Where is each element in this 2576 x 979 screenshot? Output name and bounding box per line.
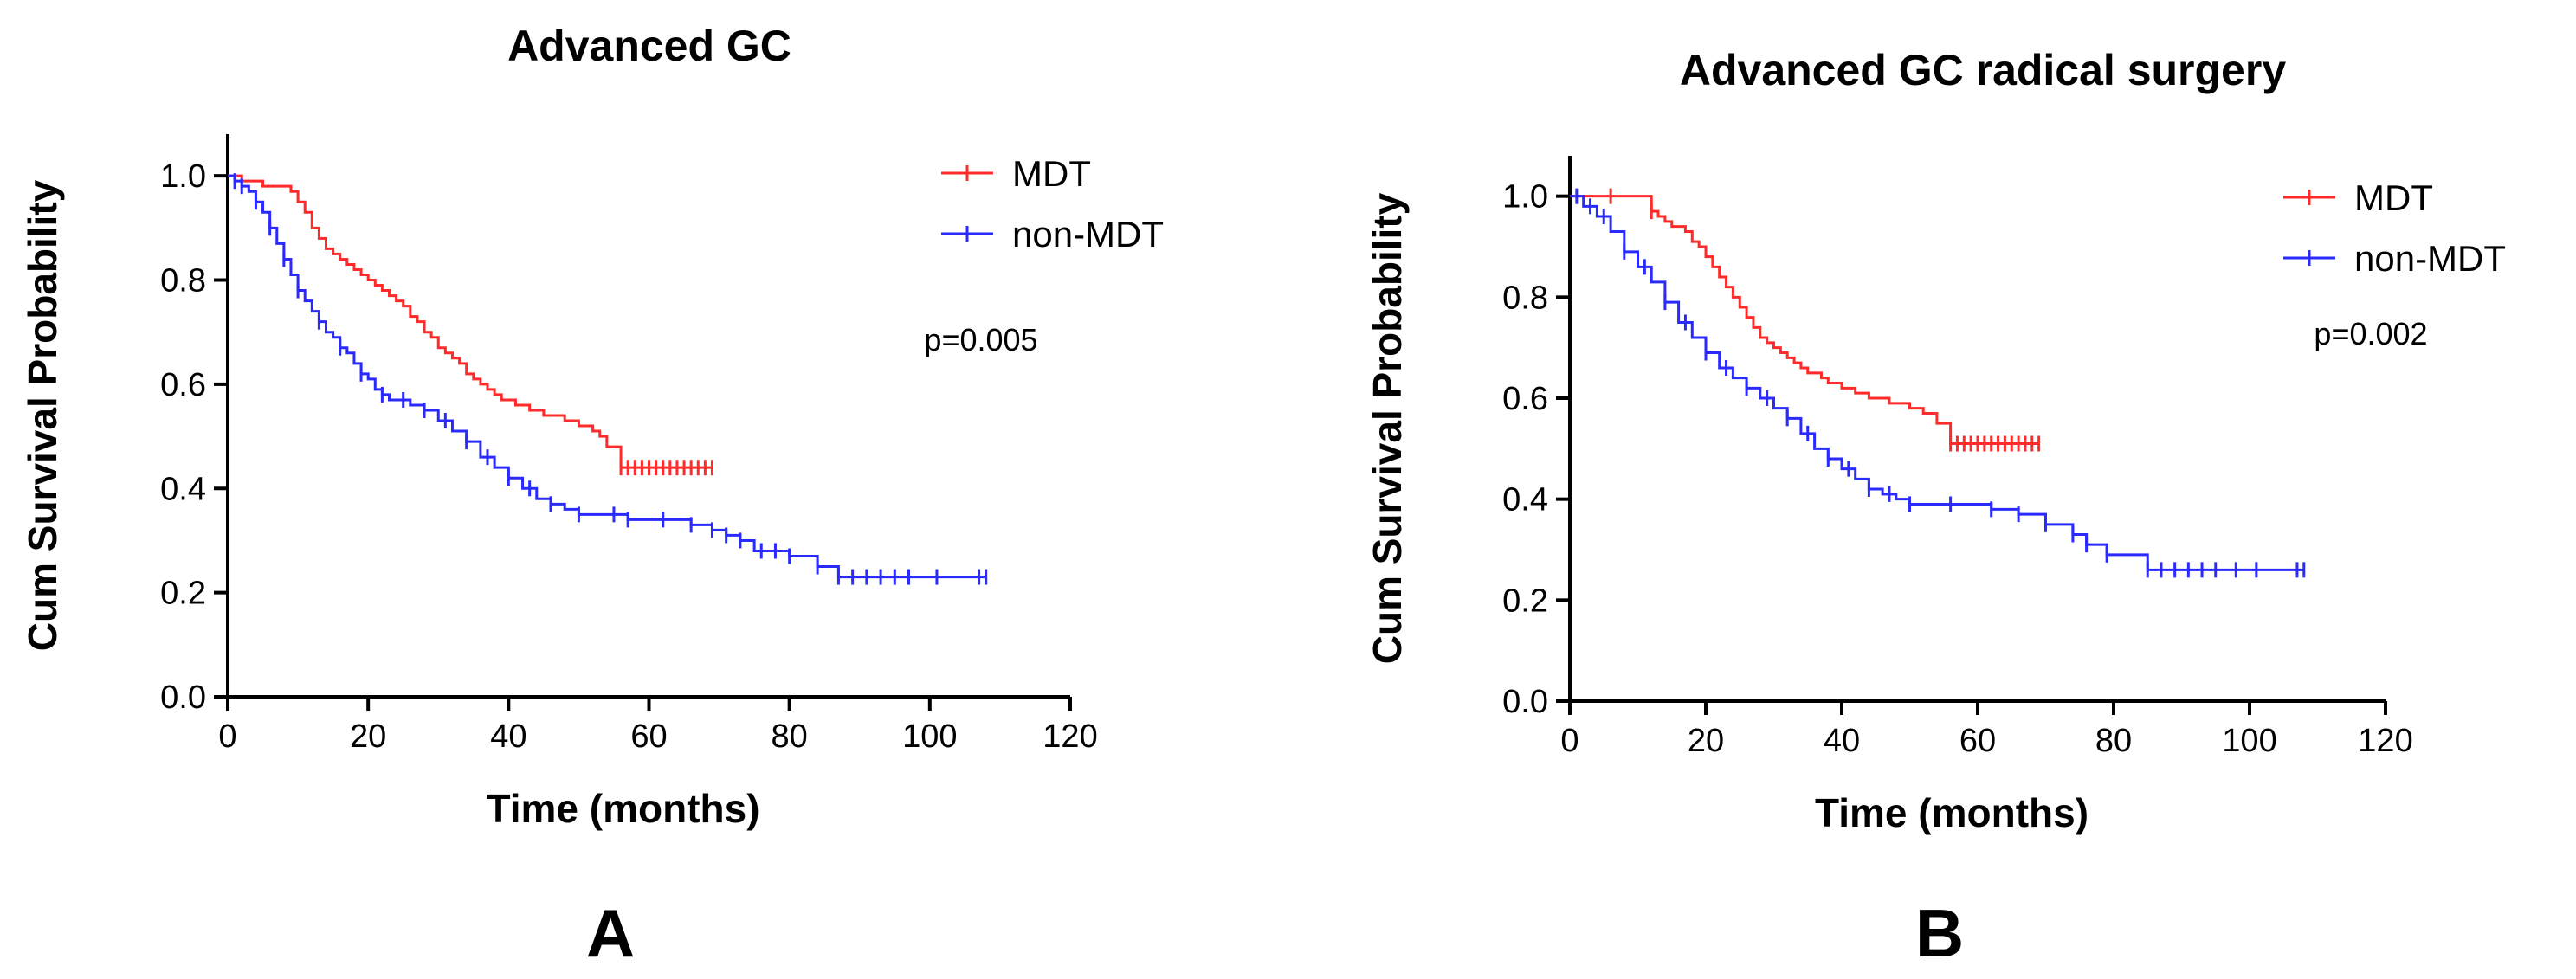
y-axis-label: Cum Survival Probability: [20, 179, 65, 651]
x-tick-label: 120: [2358, 723, 2412, 759]
x-tick-label: 20: [1688, 723, 1724, 759]
y-tick-label: 0.8: [160, 263, 206, 299]
legend-item-non-mdt: non-MDT: [2283, 238, 2506, 279]
x-tick-label: 100: [2222, 723, 2276, 759]
chart-panel-b: Advanced GC radical surgery 0 20 40 60 80 100 1…: [1365, 46, 2506, 971]
series-non-mdt: [1570, 188, 2306, 578]
x-tick-label: 40: [1824, 723, 1860, 759]
x-tick-label: 0: [1560, 723, 1579, 759]
y-tick-label: 0.0: [1502, 684, 1548, 720]
y-tick-label: 1.0: [1502, 179, 1548, 216]
x-axis-label: Time (months): [1815, 790, 2089, 835]
x-tick-label: 60: [630, 718, 667, 755]
legend-item-mdt: MDT: [2283, 177, 2433, 218]
legend-label: MDT: [2354, 177, 2433, 218]
x-tick-label: 120: [1043, 718, 1097, 755]
x-tick-label: 80: [2095, 723, 2132, 759]
series-mdt: [228, 174, 713, 476]
p-value-annotation: p=0.005: [924, 322, 1037, 357]
x-tick-label: 100: [902, 718, 957, 755]
y-tick-label: 0.0: [160, 680, 206, 716]
y-tick-label: 0.8: [1502, 280, 1548, 316]
x-tick-label: 60: [1959, 723, 1996, 759]
p-value-annotation: p=0.002: [2314, 316, 2427, 351]
y-tick-label: 0.4: [160, 471, 206, 507]
y-axis-label: Cum Survival Probability: [1365, 192, 1410, 664]
legend-label: non-MDT: [1012, 214, 1164, 254]
y-tick-label: 0.4: [1502, 482, 1548, 518]
y-tick-label: 0.6: [1502, 381, 1548, 417]
y-tick-label: 1.0: [160, 158, 206, 195]
x-axis-label: Time (months): [486, 786, 759, 831]
y-tick-label: 0.6: [160, 367, 206, 403]
survival-curve: [1570, 195, 2304, 571]
chart-title: Advanced GC radical surgery: [1680, 46, 2286, 94]
legend-item-mdt: MDT: [941, 153, 1091, 194]
legend-label: non-MDT: [2354, 238, 2506, 279]
y-tick-label: 0.2: [160, 576, 206, 612]
legend-label: MDT: [1012, 153, 1091, 194]
survival-curve: [228, 174, 986, 579]
x-tick-label: 0: [218, 718, 236, 755]
panel-label: B: [1915, 895, 1964, 971]
x-tick-label: 20: [350, 718, 386, 755]
series-mdt: [1570, 188, 2041, 452]
survival-curve: [1570, 195, 2039, 445]
x-tick-label: 80: [772, 718, 808, 755]
survival-curve: [228, 174, 713, 469]
chart-panel-a: Advanced GC 0 20 40 60 80 100 120 0.0 0.2 0.4 0.6 0.…: [20, 22, 1164, 971]
series-non-mdt: [228, 173, 988, 585]
panel-label: A: [586, 895, 635, 971]
x-tick-label: 40: [490, 718, 526, 755]
y-tick-label: 0.2: [1502, 583, 1548, 619]
legend-item-non-mdt: non-MDT: [941, 214, 1164, 254]
chart-title: Advanced GC: [507, 22, 791, 70]
